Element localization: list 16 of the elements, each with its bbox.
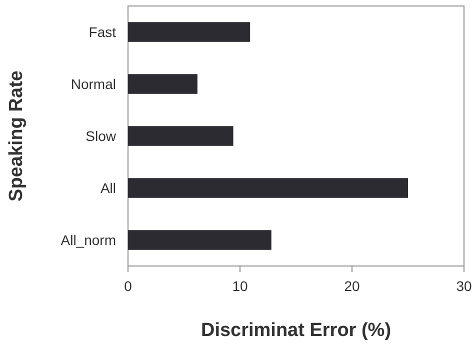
y-tick-label: Slow [86, 128, 117, 144]
y-tick-label: Normal [70, 76, 116, 92]
bar [128, 178, 408, 198]
x-tick-label: 0 [124, 278, 132, 294]
bar [128, 74, 198, 94]
y-tick-label: Fast [88, 24, 116, 40]
x-tick-label: 10 [232, 278, 248, 294]
x-tick-label: 20 [344, 278, 360, 294]
bar [128, 126, 234, 146]
y-axis-title: Speaking Rate [6, 70, 27, 202]
x-tick-label: 30 [456, 278, 472, 294]
x-axis-title: Discriminat Error (%) [200, 320, 392, 341]
y-tick-label: All_norm [60, 232, 116, 248]
bar [128, 22, 250, 42]
y-tick-label: All [100, 180, 116, 196]
bar [128, 230, 272, 250]
